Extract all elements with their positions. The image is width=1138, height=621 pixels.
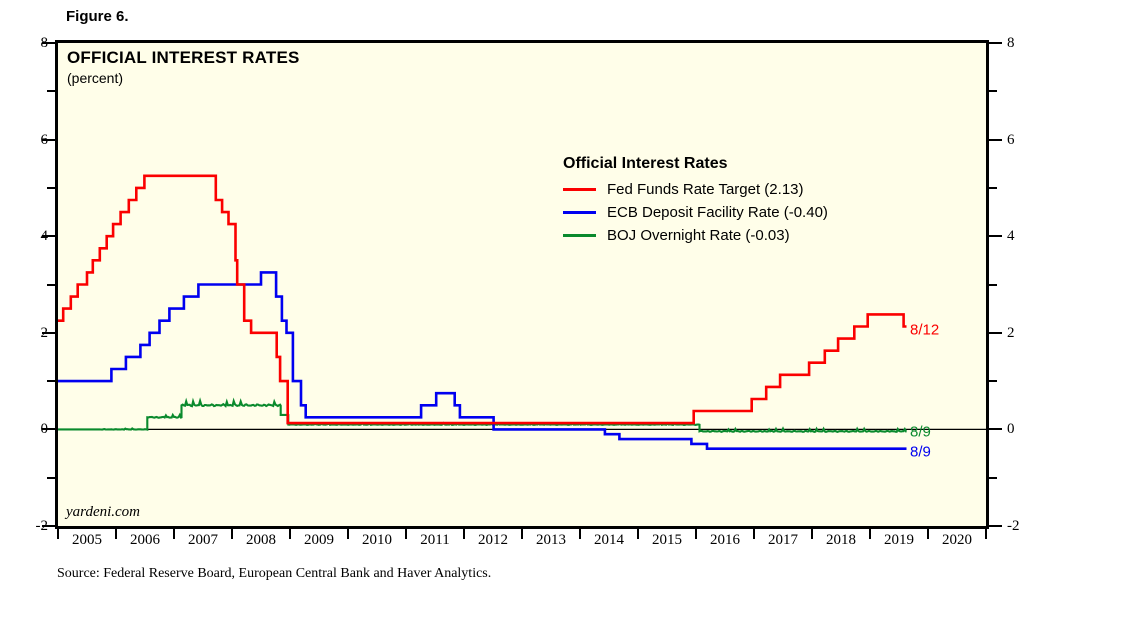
x-axis-tick <box>521 529 523 539</box>
source-note: Source: Federal Reserve Board, European … <box>57 566 492 581</box>
y-axis-major-tick <box>42 525 55 527</box>
y-axis-label-right: 2 <box>1007 325 1015 341</box>
x-axis-label: 2009 <box>304 532 334 548</box>
legend-item-fed-funds: Fed Funds Rate Target (2.13) <box>563 178 828 201</box>
x-axis-tick <box>927 529 929 539</box>
y-axis-major-tick <box>989 42 1002 44</box>
x-axis-tick <box>347 529 349 539</box>
x-axis-tick <box>637 529 639 539</box>
y-axis-minor-tick <box>989 90 997 92</box>
y-axis-label-left: 6 <box>40 132 49 148</box>
legend-swatch-boj-overnight <box>563 234 596 237</box>
y-axis-major-tick <box>42 139 55 141</box>
y-axis-label-left: 4 <box>40 228 49 244</box>
y-axis-minor-tick <box>47 380 55 382</box>
x-axis-tick <box>695 529 697 539</box>
x-axis-label: 2005 <box>72 532 102 548</box>
x-axis-tick <box>985 529 987 539</box>
y-axis-major-tick <box>989 235 1002 237</box>
y-axis-minor-tick <box>989 284 997 286</box>
y-axis-label-left: 8 <box>40 35 49 51</box>
chart-subtitle: (percent) <box>67 70 124 86</box>
x-axis-tick <box>57 529 59 539</box>
chart-canvas <box>58 174 986 450</box>
legend-title: Official Interest Rates <box>563 155 728 172</box>
y-axis-major-tick <box>42 42 55 44</box>
y-axis-minor-tick <box>47 477 55 479</box>
y-axis-major-tick <box>989 525 1002 527</box>
legend-items: Fed Funds Rate Target (2.13) ECB Deposit … <box>563 178 828 247</box>
y-axis-minor-tick <box>47 90 55 92</box>
y-axis-major-tick <box>989 332 1002 334</box>
x-axis-tick <box>753 529 755 539</box>
boj-overnight-line <box>58 397 907 434</box>
x-axis-label: 2015 <box>652 532 682 548</box>
x-axis-label: 2012 <box>478 532 508 548</box>
figure-label: Figure 6. <box>66 8 129 25</box>
y-axis-major-tick <box>989 428 1002 430</box>
x-axis-label: 2013 <box>536 532 566 548</box>
x-axis-tick <box>811 529 813 539</box>
x-axis-label: 2011 <box>420 532 450 548</box>
x-axis-tick <box>289 529 291 539</box>
y-axis-major-tick <box>42 332 55 334</box>
y-axis-label-left: 0 <box>40 421 49 437</box>
y-axis-minor-tick <box>47 284 55 286</box>
x-axis-tick <box>869 529 871 539</box>
x-axis-label: 2016 <box>710 532 740 548</box>
y-axis-label-right: -2 <box>1007 518 1020 534</box>
x-axis-tick <box>173 529 175 539</box>
legend-item-label: ECB Deposit Facility Rate (-0.40) <box>607 204 828 221</box>
y-axis-label-left: -2 <box>35 518 49 534</box>
y-axis-major-tick <box>42 235 55 237</box>
y-axis-label-left: 2 <box>40 325 49 341</box>
x-axis-label: 2006 <box>130 532 160 548</box>
legend-item-boj-overnight: BOJ Overnight Rate (-0.03) <box>563 224 828 247</box>
y-axis-label-right: 0 <box>1007 421 1015 437</box>
legend: Official Interest Rates Fed Funds Rate T… <box>563 155 828 247</box>
legend-swatch-ecb-deposit <box>563 211 596 214</box>
x-axis-label: 2017 <box>768 532 798 548</box>
end-label-ecb-deposit: 8/9 <box>910 443 931 461</box>
x-axis-label: 2014 <box>594 532 624 548</box>
legend-swatch-fed-funds <box>563 188 596 191</box>
x-axis-tick <box>115 529 117 539</box>
x-axis-label: 2007 <box>188 532 218 548</box>
y-axis-label-right: 4 <box>1007 228 1015 244</box>
plot-area: OFFICIAL INTEREST RATES (percent) Offici… <box>55 40 989 529</box>
x-axis-tick <box>231 529 233 539</box>
y-axis-minor-tick <box>989 380 997 382</box>
y-axis-major-tick <box>42 428 55 430</box>
legend-item-label: BOJ Overnight Rate (-0.03) <box>607 227 790 244</box>
legend-item-label: Fed Funds Rate Target (2.13) <box>607 181 804 198</box>
y-axis-major-tick <box>989 139 1002 141</box>
legend-item-ecb-deposit: ECB Deposit Facility Rate (-0.40) <box>563 201 828 224</box>
x-axis-label: 2019 <box>884 532 914 548</box>
x-axis-tick <box>405 529 407 539</box>
y-axis-minor-tick <box>989 187 997 189</box>
x-axis-label: 2018 <box>826 532 856 548</box>
x-axis-label: 2010 <box>362 532 392 548</box>
y-axis-minor-tick <box>47 187 55 189</box>
end-label-boj-overnight: 8/9 <box>910 423 931 441</box>
y-axis-label-right: 6 <box>1007 132 1015 148</box>
y-axis-label-right: 8 <box>1007 35 1015 51</box>
chart-title: OFFICIAL INTEREST RATES <box>67 48 300 67</box>
x-axis-label: 2008 <box>246 532 276 548</box>
end-label-fed-funds: 8/12 <box>910 321 940 339</box>
x-axis-tick <box>579 529 581 539</box>
x-axis-tick <box>463 529 465 539</box>
x-axis-label: 2020 <box>942 532 972 548</box>
watermark: yardeni.com <box>66 504 141 520</box>
fed-funds-line <box>58 174 907 425</box>
ecb-deposit-line <box>58 271 907 450</box>
y-axis-minor-tick <box>989 477 997 479</box>
